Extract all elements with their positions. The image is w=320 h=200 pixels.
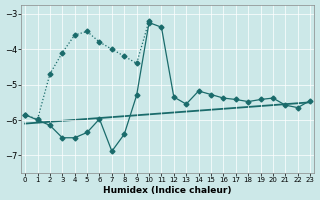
X-axis label: Humidex (Indice chaleur): Humidex (Indice chaleur) <box>103 186 232 195</box>
